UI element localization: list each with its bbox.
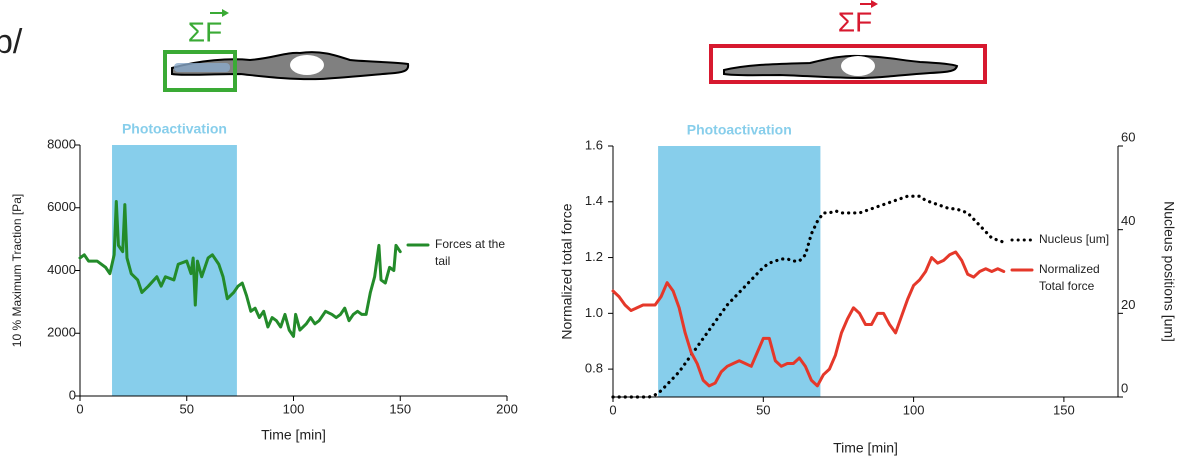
y-tick-label: 0 — [69, 387, 76, 402]
y-tick-label: 1.2 — [585, 249, 603, 264]
x-axis-label: Time [min] — [833, 440, 898, 456]
x-tick-label: 150 — [389, 401, 411, 416]
y2-axis-label: Nucleus positions [um] — [1161, 201, 1177, 342]
x-tick-label: 100 — [903, 402, 925, 417]
y-tick-label: 0.8 — [585, 361, 603, 376]
x-tick-label: 150 — [1053, 402, 1075, 417]
x-tick-label: 50 — [756, 402, 770, 417]
x-tick-label: 0 — [76, 401, 83, 416]
tail-highlight — [174, 63, 230, 72]
cell — [724, 56, 957, 78]
y-tick-label: 1.6 — [585, 137, 603, 152]
panel-label: b/ — [0, 23, 23, 61]
legend-entry: Forces at the tail — [435, 236, 520, 276]
y2-tick-label: 40 — [1121, 213, 1135, 228]
nucleus — [841, 56, 875, 76]
legend-entry: Normalized Total force — [1039, 261, 1124, 301]
y-tick-label: 6000 — [47, 199, 76, 214]
y-axis-label: 10 % Maximum Traction [Pa] — [10, 194, 24, 347]
y-tick-label: 1.0 — [585, 305, 603, 320]
nucleus — [290, 55, 324, 75]
legend-label: Forces at the tail — [435, 236, 520, 270]
x-tick-label: 0 — [609, 402, 616, 417]
force-label: ΣF — [838, 6, 872, 37]
y-axis-label: Normalized total force — [559, 203, 575, 339]
y2-tick-label: 60 — [1121, 129, 1135, 144]
x-tick-label: 200 — [496, 401, 518, 416]
y-tick-label: 8000 — [47, 136, 76, 151]
y-tick-label: 2000 — [47, 325, 76, 340]
x-tick-label: 50 — [180, 401, 194, 416]
y2-tick-label: 0 — [1121, 380, 1128, 395]
band-label: Photoactivation — [122, 121, 227, 137]
legend-label: Normalized Total force — [1039, 261, 1124, 295]
band-label: Photoactivation — [687, 122, 792, 138]
x-axis-label: Time [min] — [261, 427, 326, 443]
figure: b/ ΣF ΣF Photoactivation0501001502000200… — [0, 0, 1184, 461]
y-tick-label: 1.4 — [585, 193, 603, 208]
legend-label: Nucleus [um] — [1039, 231, 1124, 248]
y-tick-label: 4000 — [47, 262, 76, 277]
page: b/ ΣF ΣF Photoactivation0501001502000200… — [0, 0, 1184, 461]
x-tick-label: 100 — [283, 401, 305, 416]
force-label: ΣF — [188, 16, 222, 47]
